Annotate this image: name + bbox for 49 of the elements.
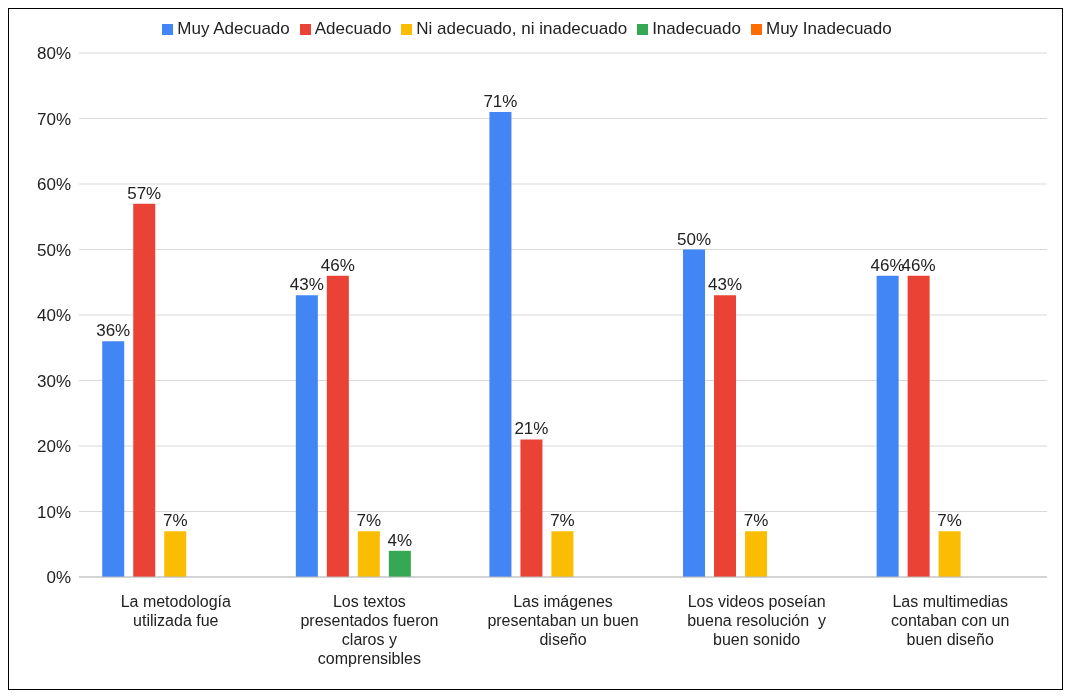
bar bbox=[938, 531, 961, 577]
y-tick-label: 10% bbox=[36, 502, 71, 522]
bar bbox=[876, 275, 899, 577]
data-label: 57% bbox=[127, 183, 162, 203]
data-label: 7% bbox=[162, 511, 188, 531]
bar bbox=[357, 531, 380, 577]
data-label: 36% bbox=[96, 321, 131, 341]
data-label: 46% bbox=[320, 255, 355, 275]
x-tick-label: Los videos poseían buena resolución y buen sonido bbox=[687, 593, 826, 648]
legend-label: Muy Adecuado bbox=[177, 19, 290, 38]
y-tick-label: 0% bbox=[46, 568, 71, 588]
legend-label: Ni adecuado, ni inadecuado bbox=[416, 19, 628, 38]
data-label: 7% bbox=[550, 511, 575, 531]
x-tick-label: Los textos presentados fueron claros y comprensibles bbox=[300, 593, 439, 667]
bar bbox=[683, 249, 706, 577]
bar bbox=[907, 275, 930, 577]
data-label: 7% bbox=[743, 511, 769, 531]
x-tick-label: Las imágenes presentaban un buen diseño bbox=[487, 593, 639, 648]
x-tick-label: Las multimedias contaban con un buen diseño bbox=[891, 593, 1010, 648]
data-label: 21% bbox=[514, 419, 549, 439]
bar bbox=[489, 111, 512, 577]
data-label: 71% bbox=[483, 91, 518, 111]
legend-label: Adecuado bbox=[314, 19, 392, 38]
y-tick-label: 30% bbox=[36, 371, 71, 391]
y-tick-label: 20% bbox=[36, 437, 71, 457]
bar bbox=[388, 550, 411, 577]
y-tick-label: 80% bbox=[36, 44, 71, 64]
x-tick-label: La metodología utilizada fue bbox=[120, 593, 232, 629]
legend-label: Inadecuado bbox=[652, 19, 741, 38]
y-tick-label: 60% bbox=[36, 175, 71, 195]
bar bbox=[102, 341, 125, 577]
data-label: 43% bbox=[289, 275, 324, 295]
legend-label: Muy Inadecuado bbox=[766, 19, 892, 38]
data-label: 7% bbox=[356, 511, 382, 531]
data-label: 50% bbox=[677, 229, 712, 249]
bar bbox=[745, 531, 768, 577]
bar bbox=[714, 295, 737, 577]
y-tick-label: 70% bbox=[36, 109, 71, 129]
data-label: 4% bbox=[387, 530, 413, 550]
bar bbox=[551, 531, 574, 577]
bar bbox=[133, 203, 156, 577]
y-tick-label: 40% bbox=[36, 306, 71, 326]
bar bbox=[326, 275, 349, 577]
bar bbox=[164, 531, 187, 577]
y-tick-label: 50% bbox=[36, 240, 71, 260]
data-label: 43% bbox=[708, 275, 743, 295]
bar bbox=[295, 295, 318, 577]
data-label: 7% bbox=[937, 511, 962, 531]
bar bbox=[520, 439, 543, 577]
